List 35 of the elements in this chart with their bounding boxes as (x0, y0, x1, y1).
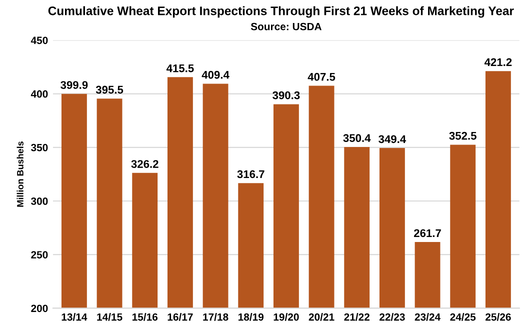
data-label: 421.2 (484, 58, 512, 66)
x-tick-label: 21/22 (344, 313, 370, 321)
x-tick-label: 17/18 (203, 313, 228, 321)
y-axis-title: Million Bushels (16, 141, 24, 207)
y-tick-label: 400 (30, 90, 48, 98)
x-tick-label: 14/15 (97, 313, 122, 321)
y-tick-label: 300 (31, 198, 48, 205)
x-tick-label: 22/23 (380, 313, 405, 321)
x-tick-label: 16/17 (168, 313, 193, 321)
y-tick-label: 450 (30, 36, 48, 44)
x-tick-label: 15/16 (132, 313, 158, 321)
data-label: 390.3 (272, 91, 300, 100)
data-label: 415.5 (166, 64, 194, 72)
data-label: 350.4 (343, 134, 371, 142)
x-tick-label: 23/24 (414, 313, 441, 321)
data-label: 326.2 (131, 160, 158, 168)
x-tick-label: 18/19 (238, 313, 264, 321)
chart-title: Cumulative Wheat Export Inspections Through First 21 Weeks of Marketing Year (48, 6, 514, 18)
chart-subtitle: Source: USDA (250, 22, 322, 30)
data-label: 407.5 (308, 72, 336, 81)
x-tick-label: 19/20 (274, 313, 299, 321)
x-tick-label: 25/26 (486, 313, 511, 321)
y-tick-label: 350 (31, 144, 48, 152)
data-label: 409.4 (202, 70, 230, 79)
data-label: 349.4 (378, 135, 406, 144)
data-label: 352.5 (449, 132, 476, 140)
x-tick-label: 24/25 (450, 313, 476, 321)
y-tick-label: 200 (31, 304, 48, 312)
data-label: 399.9 (60, 81, 88, 89)
data-label: 261.7 (414, 229, 441, 238)
x-tick-label: 20/21 (308, 313, 334, 321)
y-tick-label: 250 (31, 251, 48, 258)
x-tick-label: 13/14 (62, 313, 88, 321)
data-label: 316.7 (237, 170, 264, 178)
data-label: 395.5 (96, 86, 124, 94)
